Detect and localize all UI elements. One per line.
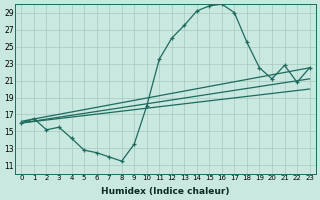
X-axis label: Humidex (Indice chaleur): Humidex (Indice chaleur) bbox=[101, 187, 230, 196]
